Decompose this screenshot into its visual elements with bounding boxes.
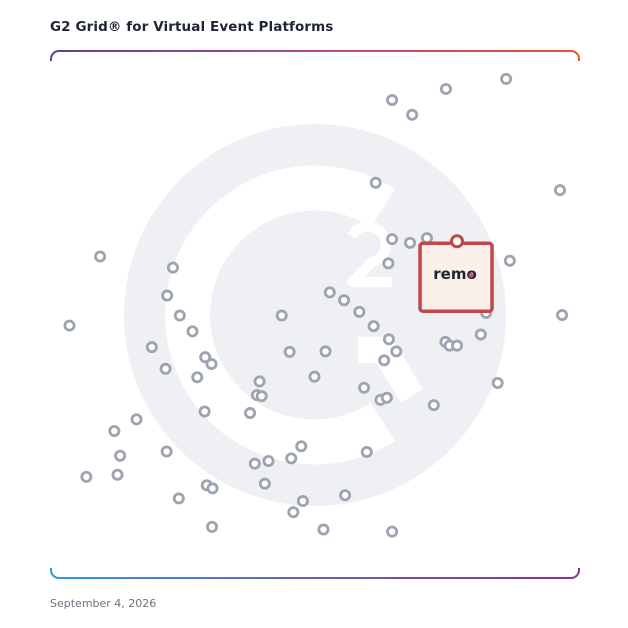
data-point[interactable] [353,305,366,318]
data-point[interactable] [287,506,300,519]
data-point[interactable] [382,333,395,346]
data-point[interactable] [323,286,336,299]
data-point[interactable] [130,413,143,426]
data-point[interactable] [275,309,288,322]
data-point[interactable] [199,351,212,364]
data-point[interactable] [308,370,321,383]
data-point[interactable] [253,375,266,388]
data-point[interactable] [500,72,513,85]
data-point[interactable] [161,289,174,302]
data-point[interactable] [205,358,218,371]
data-point[interactable] [296,495,309,508]
data-points [63,72,569,538]
data-point[interactable] [283,345,296,358]
data-point[interactable] [145,341,158,354]
data-point[interactable] [386,94,399,107]
data-point[interactable] [491,377,504,390]
data-point[interactable] [367,320,380,333]
data-point[interactable] [378,354,391,367]
highlighted-product[interactable]: remo [418,234,494,313]
data-point[interactable] [369,176,382,189]
data-point[interactable] [380,391,393,404]
data-point[interactable] [160,445,173,458]
data-point[interactable] [338,294,351,307]
data-point[interactable] [339,489,352,502]
data-point[interactable] [206,482,219,495]
data-point[interactable] [262,455,275,468]
remo-logo-dot-icon [468,272,474,278]
data-point[interactable] [186,325,199,338]
data-point[interactable] [474,328,487,341]
data-point[interactable] [390,345,403,358]
data-point[interactable] [255,390,268,403]
data-point[interactable] [358,381,371,394]
data-point[interactable] [420,232,433,245]
data-point[interactable] [198,405,211,418]
data-point[interactable] [63,319,76,332]
data-point[interactable] [173,309,186,322]
data-point[interactable] [206,520,219,533]
data-point[interactable] [285,452,298,465]
data-point[interactable] [382,257,395,270]
data-point[interactable] [295,440,308,453]
data-point[interactable] [386,233,399,246]
data-point[interactable] [427,399,440,412]
remo-logo: remo [433,265,477,283]
data-point[interactable] [553,184,566,197]
data-point[interactable] [114,449,127,462]
data-point[interactable] [360,446,373,459]
data-point[interactable] [108,424,121,437]
data-point[interactable] [248,457,261,470]
data-point[interactable] [244,407,257,420]
grid-border [50,50,580,579]
data-point[interactable] [406,108,419,121]
data-point[interactable] [404,236,417,249]
data-point[interactable] [258,477,271,490]
data-point[interactable] [386,525,399,538]
data-point[interactable] [439,82,452,95]
data-point[interactable] [317,523,330,536]
data-point[interactable] [172,492,185,505]
data-point[interactable] [159,362,172,375]
data-point[interactable] [503,254,516,267]
data-point[interactable] [94,250,107,263]
data-point[interactable] [556,309,569,322]
chart-title: G2 Grid® for Virtual Event Platforms [50,19,334,35]
data-point[interactable] [451,339,464,352]
data-point[interactable] [191,371,204,384]
data-point[interactable] [319,345,332,358]
data-point[interactable] [80,470,93,483]
report-date: September 4, 2026 [50,597,157,610]
data-point[interactable] [166,261,179,274]
highlight-marker [450,234,465,249]
data-point[interactable] [111,468,124,481]
